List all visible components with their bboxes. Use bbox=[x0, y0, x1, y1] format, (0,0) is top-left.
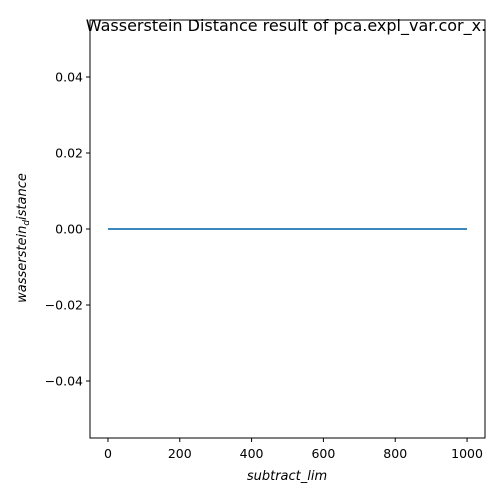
y-axis: −0.04 −0.02 0.00 0.02 0.04 bbox=[45, 70, 90, 389]
y-axis-label-subscript: d bbox=[22, 220, 32, 226]
chart-title: Wasserstein Distance result of pca.expl_… bbox=[86, 16, 486, 36]
x-tick-label: 800 bbox=[383, 446, 407, 461]
x-tick-label: 1000 bbox=[451, 446, 483, 461]
y-tick-label: 0.00 bbox=[55, 222, 83, 237]
y-axis-label-tail: istance bbox=[15, 173, 30, 220]
y-tick-label: −0.04 bbox=[45, 374, 83, 389]
x-tick-label: 600 bbox=[311, 446, 335, 461]
y-tick-label: 0.04 bbox=[55, 70, 83, 85]
y-axis-label-main: wasserstein bbox=[15, 226, 30, 303]
x-tick-label: 400 bbox=[240, 446, 264, 461]
x-tick-label: 200 bbox=[168, 446, 192, 461]
y-tick-label: −0.02 bbox=[45, 298, 83, 313]
y-axis-label: wassersteindistance bbox=[15, 173, 32, 303]
x-axis-label: subtract_lim bbox=[247, 469, 327, 484]
x-axis: 0 200 400 600 800 1000 bbox=[104, 438, 483, 461]
x-tick-label: 0 bbox=[104, 446, 112, 461]
y-tick-label: 0.02 bbox=[55, 146, 83, 161]
